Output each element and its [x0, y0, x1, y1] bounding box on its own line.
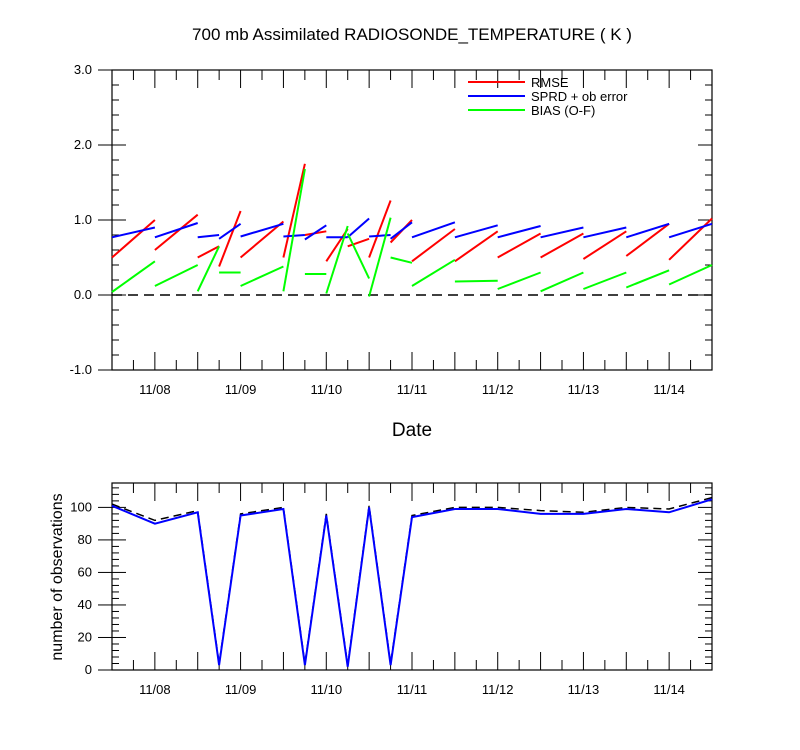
series-line-segment [389, 221, 413, 240]
series-line-segment [218, 222, 242, 240]
series-line-segment [368, 200, 392, 258]
series-line-segment [411, 221, 456, 239]
series-line-segment [668, 222, 713, 239]
series-line-segment [411, 258, 456, 287]
y-tick-label: 3.0 [74, 62, 92, 77]
y-tick-label: 0 [85, 662, 92, 677]
series-line-segment [540, 226, 584, 239]
x-tick-label: 11/13 [568, 382, 600, 397]
series-line-segment [154, 264, 199, 287]
y-tick-label: 20 [78, 629, 92, 644]
x-tick-label: 11/12 [482, 682, 514, 697]
series-line-segment [454, 230, 499, 263]
y-tick-label: 100 [70, 499, 92, 514]
series-line-segment [154, 222, 199, 239]
x-tick-label: 11/09 [225, 382, 257, 397]
series-line-segment [347, 237, 370, 248]
x-tick-label: 11/11 [397, 382, 428, 397]
series-line-segment [390, 256, 413, 264]
plot-panel-observations: 11/08 11/09 11/10 11/11 11/12 11/13 11/14 0 20 40… [70, 482, 713, 697]
y-tick-label: 60 [78, 564, 92, 579]
series-line-segment [497, 271, 541, 290]
series-line-segment [625, 269, 670, 289]
series-line-segment [411, 228, 456, 263]
series-line-used [111, 498, 713, 667]
series-sprd-ob-error [111, 217, 713, 241]
series-line-segment [111, 219, 156, 259]
y-tick-label: 80 [78, 532, 92, 547]
series-line-segment [111, 260, 156, 293]
series-line-segment [454, 279, 498, 283]
series-line-segment [668, 264, 713, 286]
legend-label: SPRD + ob error [531, 89, 628, 104]
y-tick-label: 1.0 [74, 212, 92, 227]
legend-label: BIAS (O-F) [531, 103, 595, 118]
x-tick-label: 11/08 [139, 682, 171, 697]
series-line-segment [282, 168, 306, 292]
series-line-segment [369, 234, 391, 238]
series-line-segment [582, 230, 627, 260]
series-rmse [111, 163, 713, 267]
y-tick-label: 0.0 [74, 287, 92, 302]
series-line-segment [583, 271, 627, 290]
y-axis-label-observations: number of observations [49, 493, 66, 660]
series-line-possible [111, 496, 713, 666]
chart-title: 700 mb Assimilated RADIOSONDE_TEMPERATUR… [192, 25, 632, 44]
x-tick-label: 11/10 [310, 682, 342, 697]
plot-panel-error: 11/08 11/09 11/10 11/11 11/12 11/13 11/14 -1.0 0… [70, 62, 713, 397]
series-line-segment [325, 225, 349, 294]
series-line-segment [347, 217, 370, 239]
series-line-segment [454, 224, 498, 239]
y-tick-label: -1.0 [70, 362, 92, 377]
x-tick-label: 11/14 [653, 682, 685, 697]
series-line-segment [218, 210, 242, 267]
series-line-segment [197, 245, 220, 259]
series-line-segment [497, 232, 542, 259]
plot-frame [111, 482, 713, 671]
series-line-segment [197, 234, 220, 239]
series-line-segment [540, 232, 584, 259]
series-line-segment [668, 217, 713, 261]
x-tick-label: 11/13 [568, 682, 600, 697]
series-line-segment [497, 225, 541, 239]
series-line-segment [154, 213, 199, 251]
y-tick-label: 40 [78, 597, 92, 612]
x-tick-label: 11/09 [225, 682, 257, 697]
series-line-segment [346, 233, 371, 279]
series-line-segment [196, 245, 221, 292]
y-tick-label: 2.0 [74, 137, 92, 152]
x-tick-label: 11/11 [397, 682, 428, 697]
x-axis-label: Date [392, 420, 432, 441]
series-line-segment [368, 217, 392, 297]
series-line-segment [282, 163, 306, 258]
series-line-segment [583, 226, 627, 239]
series-line-segment [240, 222, 284, 238]
series-line-segment [625, 222, 670, 239]
x-tick-label: 11/10 [310, 382, 342, 397]
series-line-segment [111, 226, 156, 239]
series-line-segment [240, 265, 284, 287]
series-line-segment [304, 224, 327, 241]
x-tick-label: 11/12 [482, 382, 514, 397]
x-tick-label: 11/08 [139, 382, 171, 397]
series-bias-o-f- [111, 168, 713, 297]
series-line-segment [239, 220, 285, 259]
legend-label: RMSE [531, 75, 569, 90]
series-line-segment [625, 223, 670, 257]
series-line-segment [540, 271, 584, 293]
x-tick-label: 11/14 [653, 382, 685, 397]
